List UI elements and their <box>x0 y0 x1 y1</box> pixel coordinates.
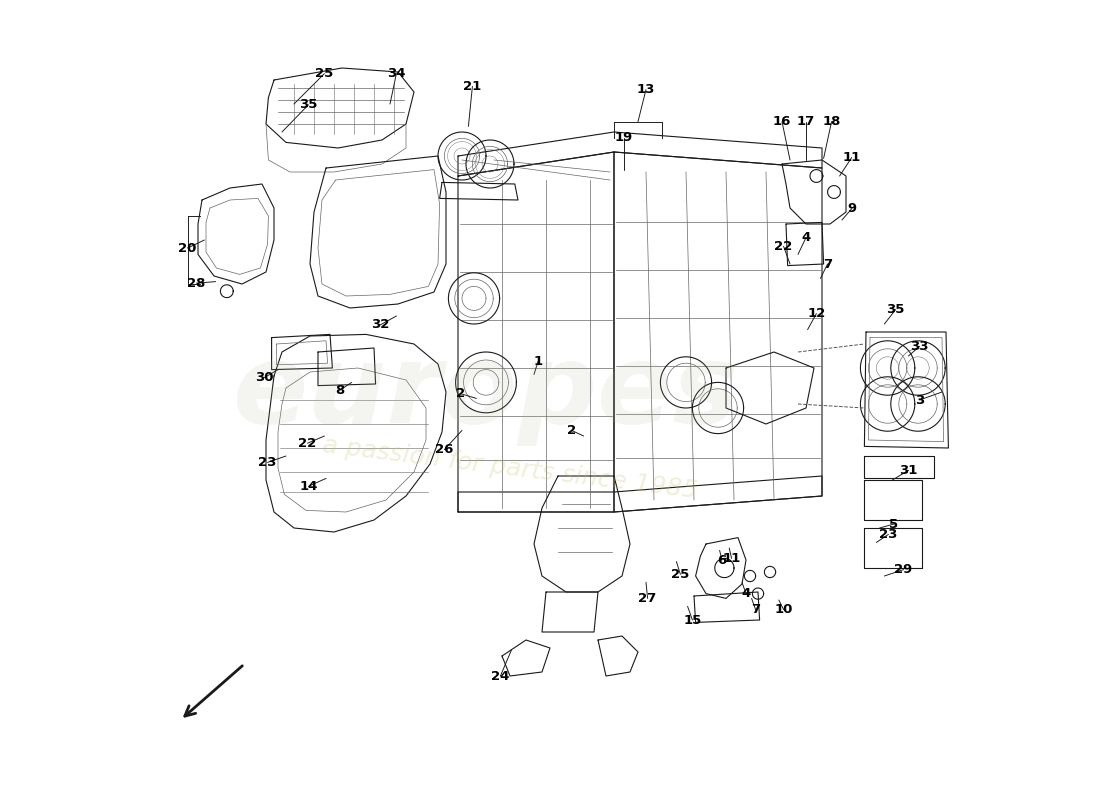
Text: 18: 18 <box>823 115 840 128</box>
Text: 34: 34 <box>387 67 406 80</box>
Text: 1: 1 <box>534 355 542 368</box>
Text: 24: 24 <box>492 670 509 682</box>
Text: 21: 21 <box>463 80 482 93</box>
Text: 33: 33 <box>911 340 928 353</box>
Text: 11: 11 <box>723 552 740 565</box>
Text: 26: 26 <box>436 443 453 456</box>
Text: 12: 12 <box>807 307 825 320</box>
Text: 9: 9 <box>847 202 856 215</box>
Text: europes: europes <box>233 338 739 446</box>
Text: 23: 23 <box>258 456 277 469</box>
Text: 7: 7 <box>751 603 760 616</box>
Text: 22: 22 <box>298 437 317 450</box>
Text: 29: 29 <box>894 563 913 576</box>
Text: 22: 22 <box>774 240 793 253</box>
Text: 8: 8 <box>336 384 344 397</box>
Text: 16: 16 <box>773 115 791 128</box>
Text: 6: 6 <box>717 554 727 566</box>
Text: 19: 19 <box>615 131 632 144</box>
Text: 10: 10 <box>774 603 793 616</box>
Text: 4: 4 <box>802 231 811 244</box>
Text: 25: 25 <box>671 568 690 581</box>
Text: 11: 11 <box>843 151 860 164</box>
Text: 35: 35 <box>299 98 318 111</box>
Text: 2: 2 <box>455 387 465 400</box>
Text: 13: 13 <box>637 83 656 96</box>
Text: a passion for parts since 1985: a passion for parts since 1985 <box>321 433 698 503</box>
Text: 25: 25 <box>316 67 333 80</box>
Text: 27: 27 <box>638 592 657 605</box>
Text: 28: 28 <box>187 277 206 290</box>
Text: 32: 32 <box>371 318 389 331</box>
Text: 23: 23 <box>879 528 898 541</box>
Text: 3: 3 <box>915 394 924 406</box>
Text: 4: 4 <box>741 587 750 600</box>
Text: 7: 7 <box>823 258 833 270</box>
Text: 20: 20 <box>178 242 197 254</box>
Text: 30: 30 <box>255 371 274 384</box>
Text: 14: 14 <box>299 480 318 493</box>
Text: 31: 31 <box>899 464 917 477</box>
Text: 2: 2 <box>566 424 576 437</box>
Text: 5: 5 <box>890 518 899 530</box>
Text: 35: 35 <box>887 303 905 316</box>
Text: 15: 15 <box>683 614 702 626</box>
Text: 17: 17 <box>796 115 815 128</box>
